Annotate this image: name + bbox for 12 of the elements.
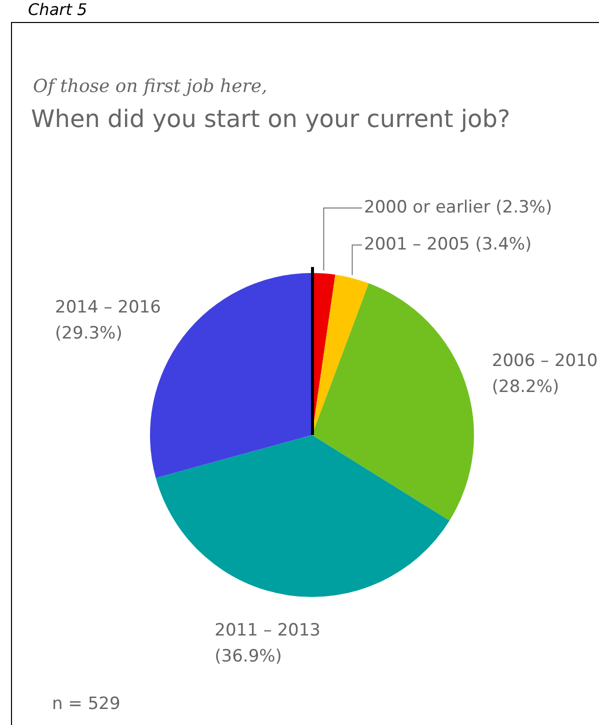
data-label: (36.9%) (214, 646, 282, 666)
chart-subtitle: Of those on first job here, (33, 76, 268, 97)
text: n = 529 (52, 694, 120, 714)
slice-label: 2006 – 2010 (492, 351, 598, 372)
data-label: (28.2%) (492, 377, 560, 398)
data-label: (29.3%) (55, 323, 122, 344)
slice-label: 2001 – 2005 (3.4%) (364, 234, 532, 254)
slice-label: 2014 – 2016 (55, 297, 161, 318)
chart-title: When did you start on your current job? (31, 105, 510, 133)
caption: Chart 5 (28, 0, 88, 19)
slice-label: 2000 or earlier (2.3%) (364, 197, 552, 218)
slice-label: 2011 – 2013 (214, 620, 321, 640)
